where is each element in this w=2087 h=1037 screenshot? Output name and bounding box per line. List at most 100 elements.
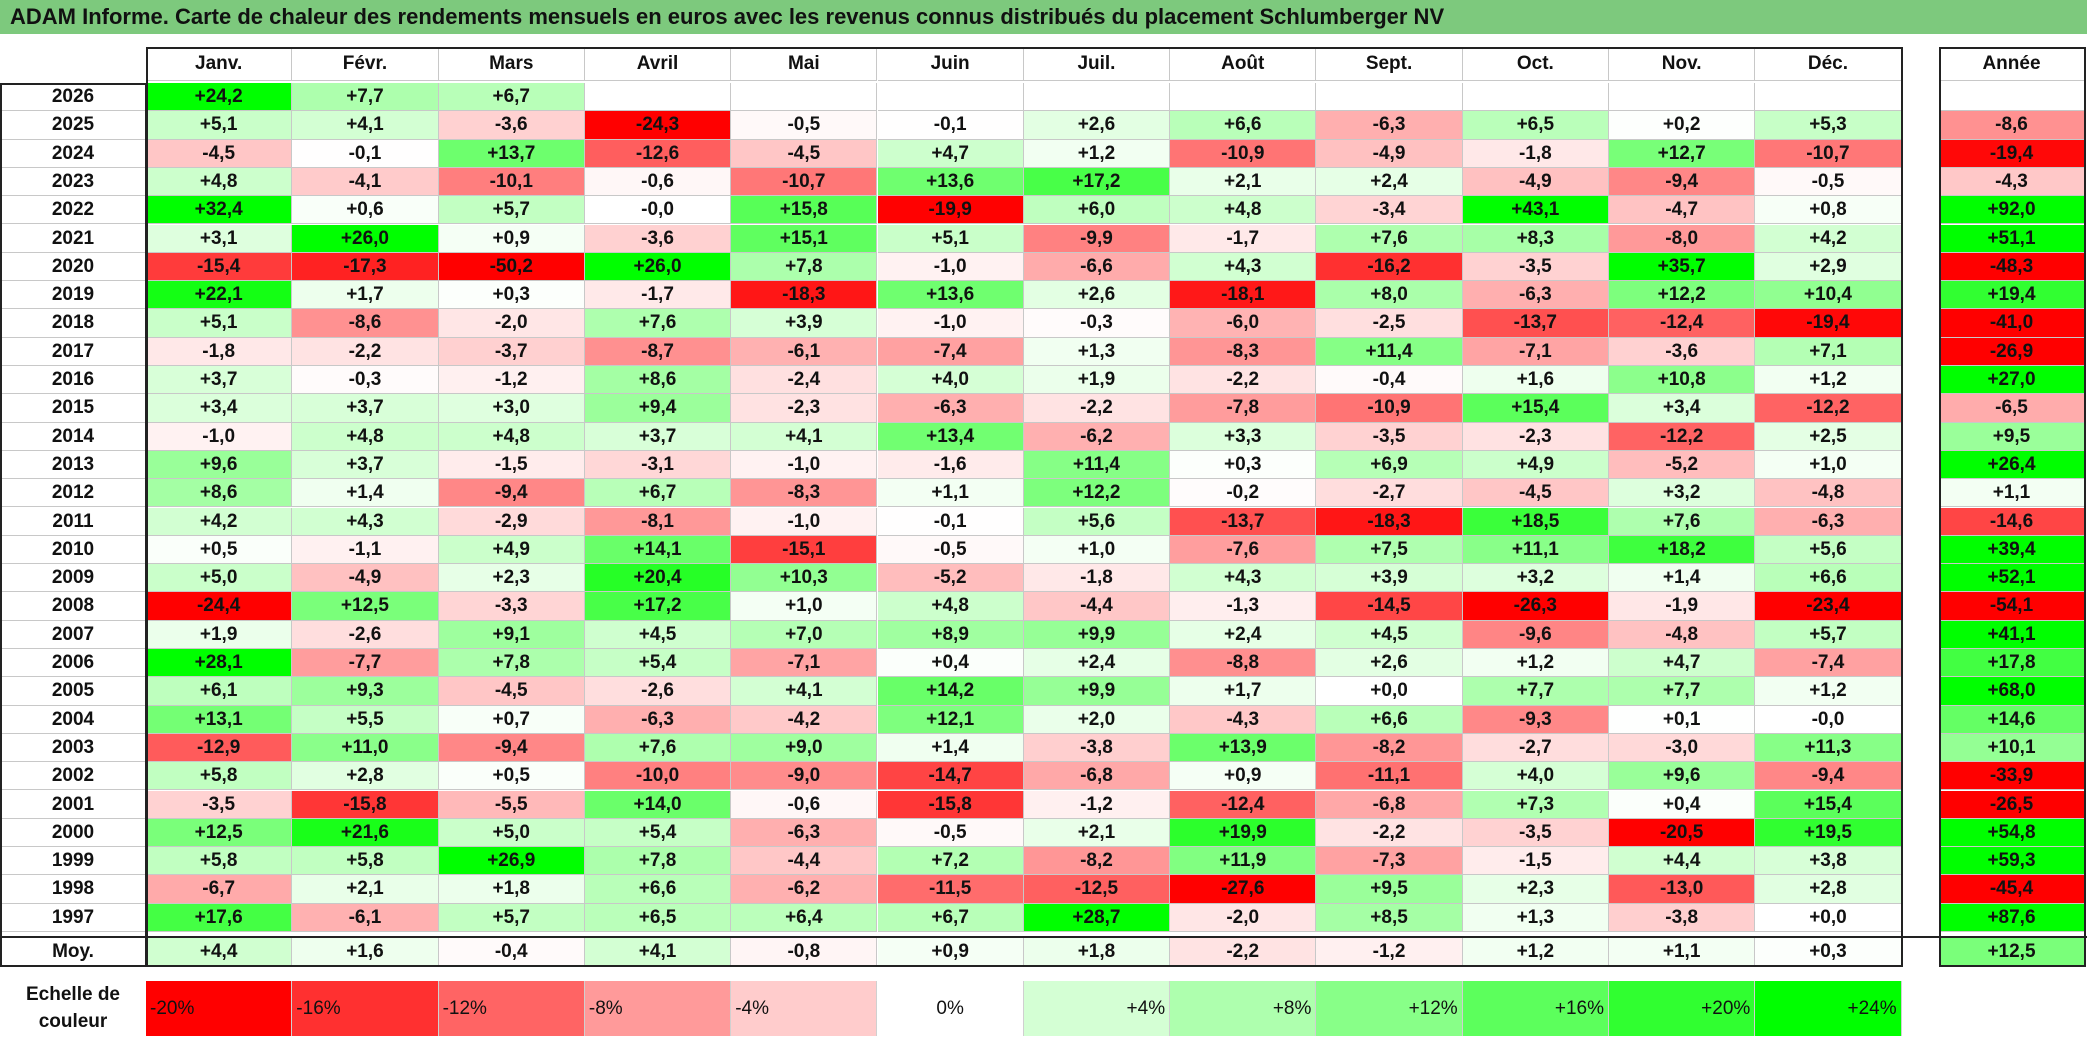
row-year-label: 1997: [0, 903, 146, 932]
annual-cell: -6,5: [1939, 394, 2085, 423]
heatmap-cell: +1,8: [438, 875, 585, 904]
heatmap-cell: -2,2: [1170, 366, 1317, 395]
heatmap-cell: +0,3: [1170, 450, 1317, 480]
heatmap-cell: -9,3: [1462, 705, 1609, 734]
row-year-label: 2012: [0, 479, 146, 508]
heatmap-cell: -3,3: [438, 592, 585, 621]
heatmap-cell: -2,0: [438, 309, 585, 338]
heatmap-cell: -5,5: [438, 790, 585, 819]
heatmap-cell: +1,2: [1755, 366, 1902, 395]
heatmap-cell: -27,6: [1170, 875, 1317, 904]
heatmap-cell: -0,6: [731, 790, 878, 819]
annual-cell: +68,0: [1939, 677, 2085, 706]
heatmap-cell: +35,7: [1609, 252, 1756, 282]
heatmap-cell: +2,4: [1316, 167, 1463, 197]
heatmap-cell: -0,5: [1755, 167, 1902, 197]
heatmap-cell: +5,6: [1023, 507, 1171, 536]
heatmap-cell: -0,0: [1755, 705, 1902, 734]
annual-cell: +26,4: [1939, 450, 2085, 480]
heatmap-cell: -6,3: [877, 394, 1024, 423]
heatmap-cell: -5,2: [1609, 450, 1756, 480]
row-year-label: 2026: [0, 83, 146, 112]
color-scale-swatch: 0%: [877, 981, 1024, 1036]
column-header: Nov.: [1609, 47, 1756, 81]
heatmap-cell: -9,0: [731, 762, 878, 791]
heatmap-cell: +2,8: [292, 762, 439, 791]
heatmap-cell: +4,3: [1170, 252, 1317, 282]
heatmap-cell: +7,3: [1462, 790, 1609, 819]
heatmap-cell: +4,4: [1609, 847, 1756, 876]
heatmap-cell: +4,8: [146, 167, 293, 197]
heatmap-cell: +3,4: [146, 394, 293, 423]
heatmap-cell: -4,7: [1609, 196, 1756, 225]
heatmap-cell: -18,3: [731, 281, 878, 310]
column-header: Mars: [438, 47, 585, 81]
heatmap-cell: -5,2: [877, 564, 1024, 593]
heatmap-cell: +4,0: [877, 366, 1024, 395]
heatmap-cell: -18,1: [1170, 281, 1317, 310]
heatmap-cell: +5,3: [1755, 111, 1902, 140]
color-scale-swatch: +24%: [1755, 981, 1902, 1036]
heatmap-cell: +18,2: [1609, 535, 1756, 565]
heatmap-cell: +26,9: [438, 847, 585, 876]
heatmap-cell: -9,4: [1609, 167, 1756, 197]
heatmap-cell: +0,3: [438, 281, 585, 310]
average-cell: -2,2: [1170, 938, 1317, 966]
heatmap-cell: -50,2: [438, 252, 585, 282]
heatmap-cell: +2,1: [1023, 818, 1171, 848]
heatmap-cell: -1,0: [731, 507, 878, 536]
heatmap-cell: -12,2: [1755, 394, 1902, 423]
heatmap-cell: -6,1: [731, 337, 878, 366]
heatmap-cell: -3,8: [1023, 733, 1171, 763]
heatmap-cell: -13,0: [1609, 875, 1756, 904]
annual-cell: -54,1: [1939, 592, 2085, 621]
heatmap-cell: +2,1: [292, 875, 439, 904]
heatmap-cell: -2,0: [1170, 903, 1317, 932]
heatmap-cell: -14,7: [877, 762, 1024, 791]
heatmap-cell: -0,5: [877, 535, 1024, 565]
heatmap-cell: -2,9: [438, 507, 585, 536]
row-year-label: 2015: [0, 394, 146, 423]
annual-cell: -48,3: [1939, 252, 2085, 282]
heatmap-cell: +4,7: [1609, 649, 1756, 678]
heatmap-cell: -1,0: [877, 309, 1024, 338]
row-year-label: 2020: [0, 252, 146, 282]
heatmap-cell: -19,4: [1755, 309, 1902, 338]
heatmap-cell: +13,9: [1170, 733, 1317, 763]
heatmap-cell: [1462, 83, 1609, 112]
heatmap-cell: +0,2: [1609, 111, 1756, 140]
heatmap-cell: -4,5: [146, 139, 293, 168]
heatmap-cell: -14,5: [1316, 592, 1463, 621]
heatmap-cell: -24,4: [146, 592, 293, 621]
heatmap-cell: -8,7: [584, 337, 732, 366]
heatmap-cell: +4,8: [438, 422, 585, 451]
annual-cell: -4,3: [1939, 167, 2085, 197]
heatmap-cell: +1,9: [146, 620, 293, 649]
heatmap-cell: +5,0: [146, 564, 293, 593]
heatmap-cell: +6,7: [438, 83, 585, 112]
heatmap-cell: -2,3: [1462, 422, 1609, 451]
column-header: Avril: [584, 47, 732, 81]
heatmap-cell: -3,7: [438, 337, 585, 366]
heatmap-cell: +6,6: [1316, 705, 1463, 734]
heatmap-cell: [1170, 83, 1317, 112]
annual-cell: -33,9: [1939, 762, 2085, 791]
color-scale-swatch: -20%: [146, 981, 293, 1036]
heatmap-cell: +1,0: [1023, 535, 1171, 565]
heatmap-cell: +6,6: [1170, 111, 1317, 140]
average-row-label: Moy.: [0, 938, 146, 966]
heatmap-cell: -1,7: [584, 281, 732, 310]
row-year-label: 2004: [0, 705, 146, 734]
heatmap-cell: +1,3: [1023, 337, 1171, 366]
average-cell: +1,6: [292, 938, 439, 966]
heatmap-cell: -4,5: [1462, 479, 1609, 508]
heatmap-cell: +11,1: [1462, 535, 1609, 565]
heatmap-cell: +2,4: [1023, 649, 1171, 678]
heatmap-cell: +7,8: [731, 252, 878, 282]
heatmap-cell: -1,9: [1609, 592, 1756, 621]
heatmap-cell: +6,7: [877, 903, 1024, 932]
heatmap-cell: +0,8: [1755, 196, 1902, 225]
heatmap-cell: -9,9: [1023, 224, 1171, 253]
heatmap-cell: +14,1: [584, 535, 732, 565]
